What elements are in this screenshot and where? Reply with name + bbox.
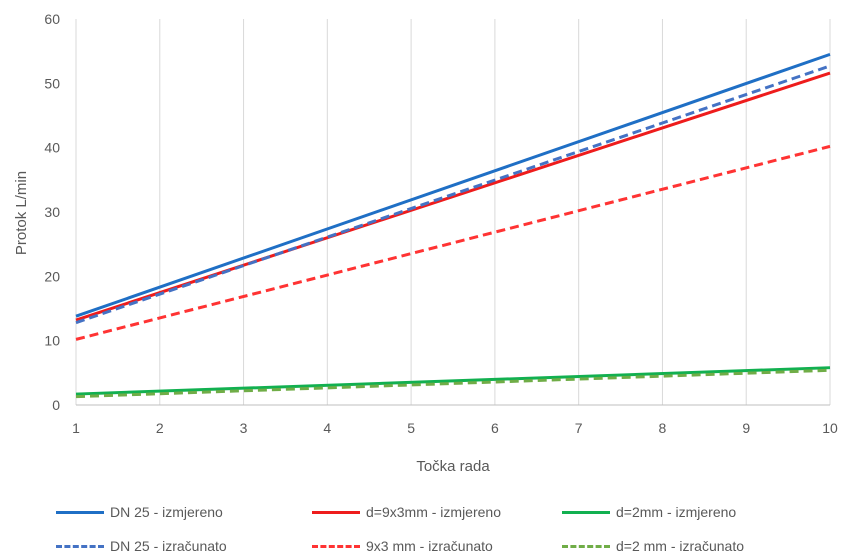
series-line-1 [75, 52, 831, 318]
y-axis-title: Protok L/min [13, 171, 30, 255]
y-tick-label: 10 [44, 333, 60, 349]
y-tick-label: 60 [44, 11, 60, 27]
legend-item-d2-measured: d=2mm - izmjereno [562, 504, 736, 520]
y-axis-ticks: 0 10 20 30 40 50 60 [44, 11, 60, 413]
y-tick-label: 0 [52, 397, 60, 413]
y-tick-label: 40 [44, 140, 60, 156]
legend-item-dn25-calculated: DN 25 - izračunato [56, 538, 227, 554]
y-tick-label: 50 [44, 75, 60, 91]
series-line-3 [75, 366, 831, 396]
series-line-6 [75, 368, 831, 399]
legend-item-9x3-measured: d=9x3mm - izmjereno [312, 504, 501, 520]
legend-swatch [562, 510, 610, 514]
legend-item-d2-calculated: d=2 mm - izračunato [562, 538, 744, 554]
y-tick-label: 30 [44, 204, 60, 220]
legend: DN 25 - izmjereno d=9x3mm - izmjereno d=… [0, 496, 844, 560]
legend-swatch [312, 544, 360, 548]
x-tick-label: 4 [323, 420, 331, 436]
legend-swatch [56, 544, 104, 548]
legend-label: DN 25 - izmjereno [110, 504, 223, 520]
x-tick-label: 9 [742, 420, 750, 436]
grid-lines [75, 19, 831, 406]
legend-swatch [312, 510, 360, 514]
legend-swatch [562, 544, 610, 548]
series-line-4 [75, 64, 831, 325]
legend-item-9x3-calculated: 9x3 mm - izračunato [312, 538, 493, 554]
x-axis-title: Točka rada [416, 458, 490, 475]
x-tick-label: 6 [491, 420, 499, 436]
legend-label: d=2 mm - izračunato [616, 538, 744, 554]
legend-label: d=2mm - izmjereno [616, 504, 737, 520]
x-tick-label: 7 [575, 420, 583, 436]
x-tick-label: 2 [156, 420, 164, 436]
legend-swatch [56, 510, 104, 514]
x-tick-label: 10 [822, 420, 838, 436]
legend-label: 9x3 mm - izračunato [366, 538, 493, 554]
x-tick-label: 5 [407, 420, 415, 436]
x-tick-label: 1 [72, 420, 80, 436]
legend-label: d=9x3mm - izmjereno [366, 504, 501, 520]
series-lines [75, 52, 831, 399]
legend-label: DN 25 - izračunato [110, 538, 227, 554]
series-line-5 [75, 144, 831, 341]
line-chart: 0 10 20 30 40 50 60 1 2 3 4 5 6 7 8 9 10 Točka rada Pro… [13, 11, 838, 475]
y-tick-label: 20 [44, 268, 60, 284]
x-axis-ticks: 1 2 3 4 5 6 7 8 9 10 [72, 420, 838, 436]
x-tick-label: 3 [240, 420, 248, 436]
x-tick-label: 8 [659, 420, 667, 436]
legend-item-dn25-measured: DN 25 - izmjereno [56, 504, 223, 520]
